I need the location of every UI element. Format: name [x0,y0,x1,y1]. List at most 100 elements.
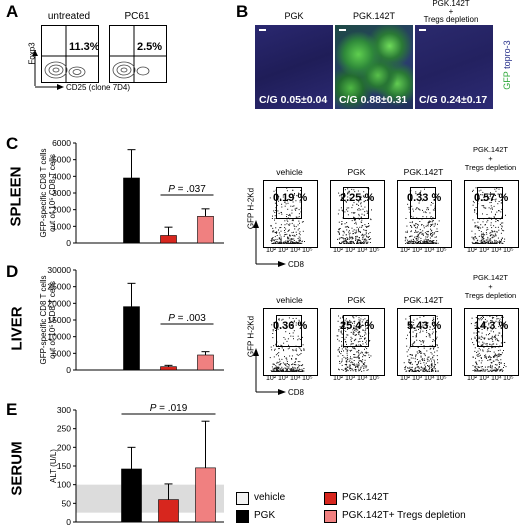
facs-event [287,240,289,242]
facs-event [339,351,340,353]
facs-event [481,233,483,235]
facs-event [366,210,368,212]
facs-event [291,212,293,214]
facs-event [299,354,301,356]
facs-event [293,235,295,237]
facs-event [367,369,369,371]
y-tick-label: 6000 [52,138,71,148]
facs-event [299,201,301,203]
facs-event [271,241,273,243]
facs-event [480,326,481,328]
facs-event [478,331,480,332]
facs-event [302,364,304,366]
facs-event [352,230,354,232]
facs-event [424,370,426,372]
facs-event [341,348,343,350]
facs-event [356,231,358,233]
facs-event [499,332,501,334]
facs-event [354,339,356,341]
facs-event [496,370,498,372]
facs-event [283,235,285,237]
facs-event [341,326,343,327]
facs-event [358,239,360,241]
facs-event [299,237,301,239]
facs-x-tick: 10⁵ [503,375,514,382]
facs-event [415,354,417,356]
facs-event [491,344,493,346]
facs-event [364,338,366,340]
facs-event [408,208,410,210]
facs-event [295,241,297,243]
facs-event [501,370,503,372]
facs-event [280,240,282,242]
facs-event [349,197,351,199]
facs-event [421,242,423,244]
facs-event [285,363,287,365]
facs-event [338,348,340,350]
facs-event [483,241,485,242]
facs-event [299,231,301,233]
facs-event [282,196,284,198]
facs-event [498,210,499,212]
facs-event [273,322,275,324]
facs-event [286,371,288,372]
facs-event [475,317,477,318]
facs-event [422,232,424,234]
facs-event [484,234,486,236]
facs-event [475,243,477,244]
facs-event [279,227,281,229]
facs-event [347,196,349,198]
facs-event [278,319,280,321]
facs-event [355,315,357,317]
facs-event [479,349,481,351]
facs-event [482,324,484,326]
facs-event [431,224,433,226]
facs-event [431,243,433,244]
facs-event [498,366,500,368]
facs-event [275,354,277,356]
facs-event [482,221,484,223]
facs-event [433,366,435,368]
facs-event [292,189,294,191]
facs-event [342,369,344,371]
facs-event [489,232,491,234]
facs-event [361,324,363,326]
facs-event [490,242,492,244]
facs-event [435,193,437,195]
facs-event [411,241,413,243]
facs-event [497,355,499,357]
facs-event [286,223,288,225]
facs-event [300,339,302,340]
facs-event [474,242,476,244]
facs-event [360,231,361,233]
facs-event [296,242,298,244]
facs-event [414,370,416,372]
facs-event [486,214,488,215]
facs-event [478,355,480,357]
facs-event [481,368,483,370]
facs-event [409,361,411,363]
facs-event [301,370,302,372]
facs-event [352,329,354,331]
facs-event [279,364,281,366]
facs-event [411,367,413,369]
facs-event [490,201,492,203]
facs-event [293,330,295,332]
panel-label-b: B [236,2,249,21]
facs-event [275,371,277,372]
facs-event [291,355,293,357]
facs-event [436,355,438,357]
facs-event [498,188,500,190]
facs-event [341,341,342,343]
facs-event [433,348,435,350]
facs-event [342,230,344,232]
facs-event [351,238,353,240]
facs-event [501,228,502,230]
facs-event [349,237,351,239]
facs-event [369,242,371,243]
facs-event [488,243,490,244]
facs-event [287,348,289,350]
facs-event [500,211,502,213]
facs-event [412,344,414,346]
facs-event [494,230,496,232]
